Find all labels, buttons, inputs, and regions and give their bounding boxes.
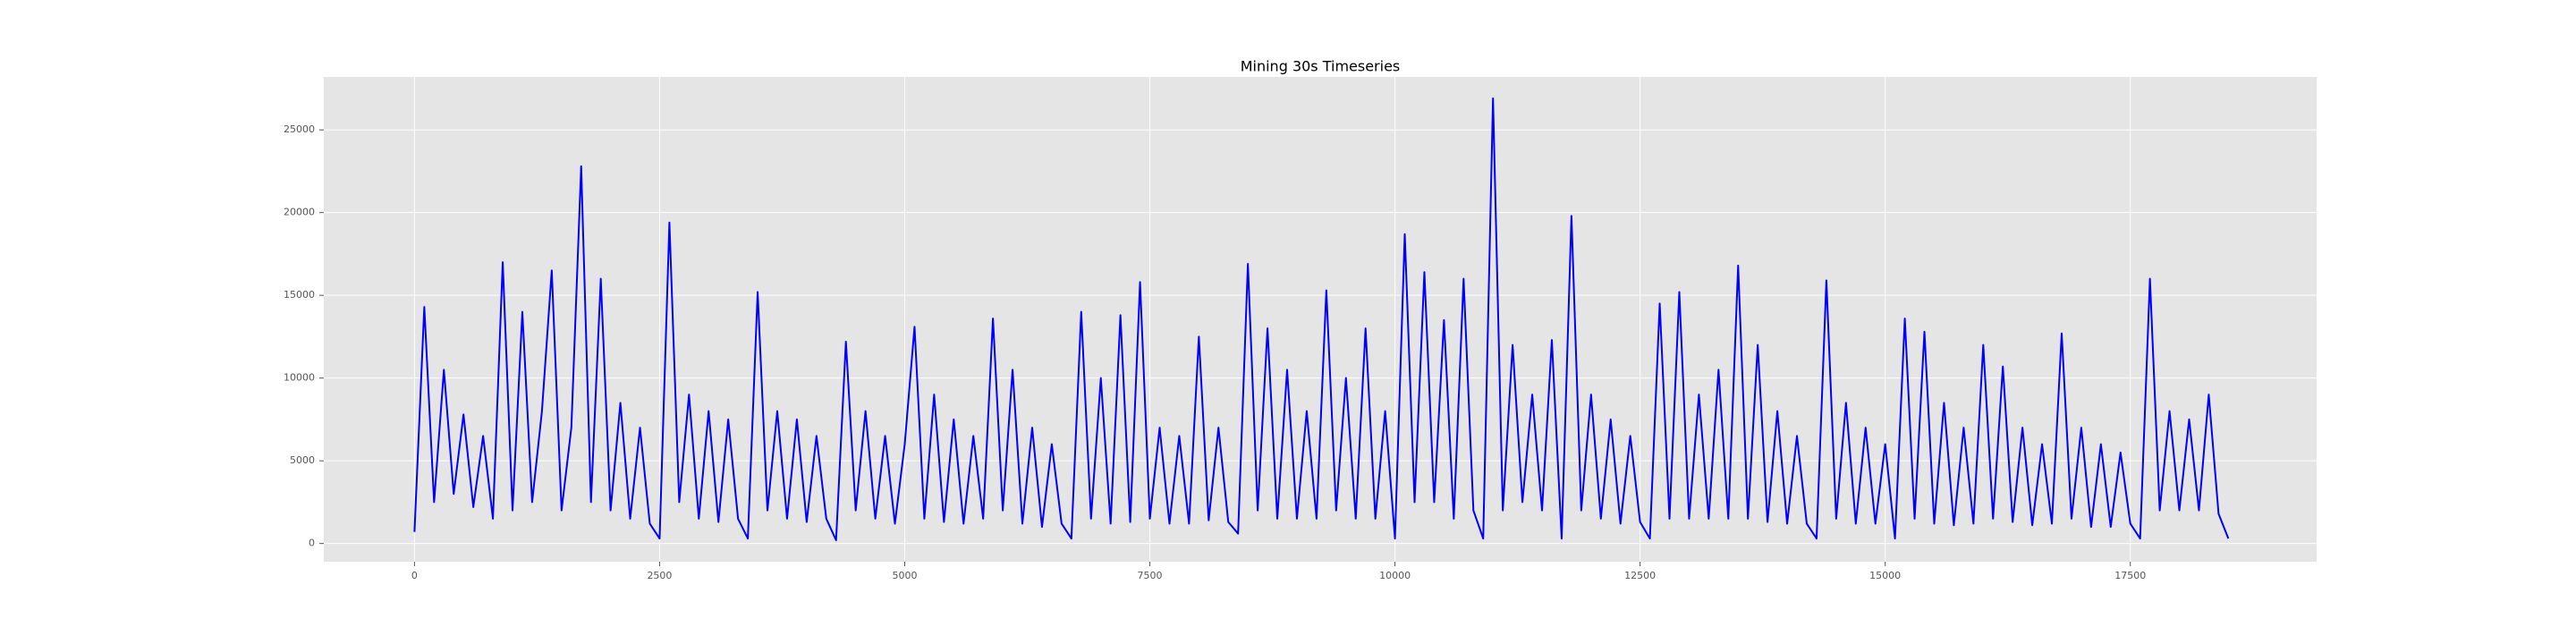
x-tick-label: 10000	[1379, 570, 1411, 581]
y-tick-label: 25000	[284, 123, 315, 135]
y-tick-label: 15000	[284, 289, 315, 301]
series-line	[413, 97, 2230, 541]
x-tick-label: 5000	[892, 570, 917, 581]
y-tick-label: 10000	[284, 372, 315, 384]
x-tick-label: 17500	[2114, 570, 2146, 581]
x-tick-label: 12500	[1624, 570, 1656, 581]
x-tick-label: 2500	[647, 570, 672, 581]
y-tick-label: 0	[309, 538, 315, 549]
y-tick-label: 20000	[284, 207, 315, 218]
chart-title: Mining 30s Timeseries	[1241, 58, 1401, 75]
x-tick-label: 7500	[1138, 570, 1163, 581]
x-tick-label: 0	[411, 570, 418, 581]
y-tick-label: 5000	[290, 454, 315, 466]
plot-area	[324, 77, 2317, 562]
x-tick-label: 15000	[1869, 570, 1901, 581]
